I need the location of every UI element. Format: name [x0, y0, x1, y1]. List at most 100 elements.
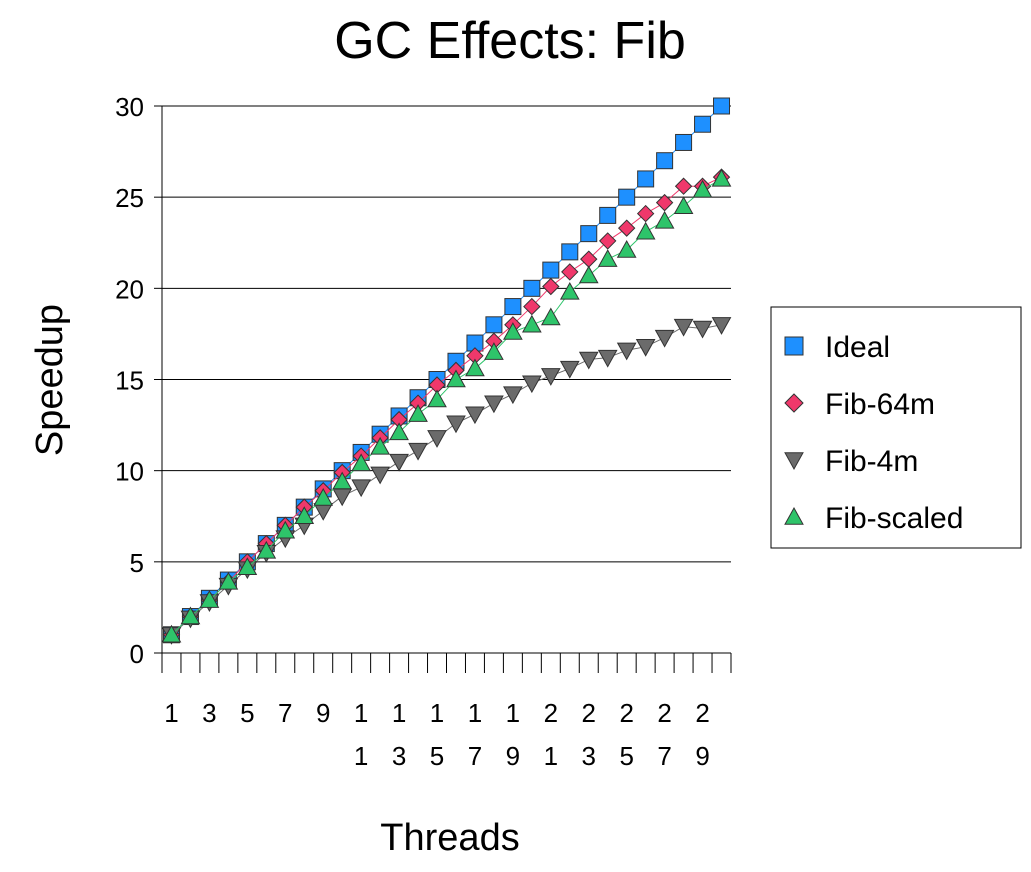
- data-point: [597, 249, 618, 267]
- data-point: [561, 263, 579, 281]
- plot-area: [161, 97, 732, 645]
- data-point: [616, 342, 637, 361]
- x-tick-label: 1: [354, 698, 368, 728]
- data-point: [161, 624, 182, 643]
- x-tick-label: 3: [582, 741, 596, 771]
- data-point: [408, 442, 428, 461]
- x-tick-label: 1: [430, 698, 444, 728]
- series-fib-4m: [161, 317, 732, 645]
- data-point: [559, 360, 580, 379]
- data-point: [504, 298, 522, 316]
- data-point: [218, 571, 239, 590]
- data-point: [522, 314, 542, 333]
- data-point: [561, 243, 579, 261]
- data-point: [616, 240, 637, 258]
- data-point: [711, 168, 732, 187]
- x-tick-label: 1: [468, 698, 482, 728]
- y-tick-label: 30: [115, 92, 144, 122]
- data-point: [370, 436, 390, 455]
- data-point: [199, 590, 220, 608]
- y-tick-label: 20: [115, 274, 144, 304]
- x-tick-label: 9: [695, 741, 709, 771]
- data-point: [635, 221, 656, 240]
- data-point: [675, 133, 693, 151]
- x-tick-label: 2: [695, 698, 709, 728]
- y-axis-title: Speedup: [29, 304, 71, 456]
- data-point: [370, 466, 390, 485]
- gridlines: [162, 105, 731, 563]
- x-tick-label: 2: [544, 698, 558, 728]
- data-point: [635, 338, 656, 357]
- legend-marker: [784, 452, 804, 471]
- data-point: [673, 318, 694, 337]
- data-point: [618, 188, 636, 206]
- data-point: [427, 389, 447, 408]
- data-point: [446, 415, 466, 434]
- data-point: [351, 479, 371, 498]
- data-point: [540, 307, 561, 326]
- x-tick-label: 5: [619, 741, 633, 771]
- legend-label: Fib-4m: [825, 445, 918, 478]
- x-tick-label: 9: [506, 741, 520, 771]
- x-tick-label: 1: [544, 741, 558, 771]
- data-point: [578, 265, 599, 284]
- data-point: [427, 430, 447, 448]
- y-tick-label: 25: [115, 183, 144, 213]
- y-tick-label: 10: [115, 457, 144, 487]
- data-point: [637, 170, 655, 188]
- x-tick-label: 1: [354, 741, 368, 771]
- data-point: [655, 193, 674, 212]
- data-point: [484, 342, 504, 360]
- series-fib-scaled: [161, 168, 732, 643]
- data-point: [332, 471, 353, 490]
- axes: [154, 105, 732, 673]
- data-point: [694, 115, 712, 133]
- data-point: [503, 386, 523, 405]
- x-tick-label: 3: [392, 741, 406, 771]
- x-axis-title: Threads: [380, 817, 519, 859]
- data-point: [597, 349, 618, 368]
- legend-box: [770, 306, 1022, 549]
- data-point: [256, 540, 277, 559]
- x-tick-label: 9: [316, 698, 330, 728]
- data-point: [692, 179, 713, 198]
- x-tick-label: 1: [506, 698, 520, 728]
- data-point: [180, 606, 201, 625]
- legend-marker: [784, 336, 804, 356]
- data-point: [275, 520, 296, 539]
- data-point: [617, 219, 636, 237]
- x-tick-label: 5: [430, 741, 444, 771]
- data-point: [599, 232, 617, 250]
- data-point: [485, 316, 503, 334]
- data-point: [389, 453, 409, 472]
- data-point: [523, 279, 541, 297]
- data-point: [580, 225, 598, 243]
- y-tick-label: 0: [130, 639, 144, 669]
- data-point: [540, 368, 561, 386]
- x-tick-label: 7: [657, 741, 671, 771]
- x-tick-label: 1: [392, 698, 406, 728]
- legend: Ideal Fib-64m Fib-4m Fib-scaled: [770, 306, 1022, 549]
- x-tick-label: 2: [619, 698, 633, 728]
- data-point: [656, 152, 674, 170]
- x-tick-label: 2: [657, 698, 671, 728]
- data-point: [599, 206, 617, 224]
- data-point: [389, 422, 409, 441]
- data-point: [503, 322, 523, 340]
- chart-title: GC Effects: Fib: [334, 12, 686, 70]
- data-point: [654, 210, 675, 229]
- data-point: [713, 97, 731, 115]
- x-tick-label: 1: [164, 698, 178, 728]
- data-point: [692, 320, 713, 339]
- data-point: [636, 204, 655, 223]
- x-tick-label: 3: [202, 698, 216, 728]
- data-point: [674, 177, 693, 195]
- data-point: [446, 369, 466, 388]
- data-point: [654, 329, 675, 348]
- y-tick-label: 5: [130, 548, 144, 578]
- legend-marker: [784, 506, 804, 525]
- series-line: [171, 324, 722, 636]
- data-point: [313, 503, 334, 521]
- data-point: [542, 277, 560, 296]
